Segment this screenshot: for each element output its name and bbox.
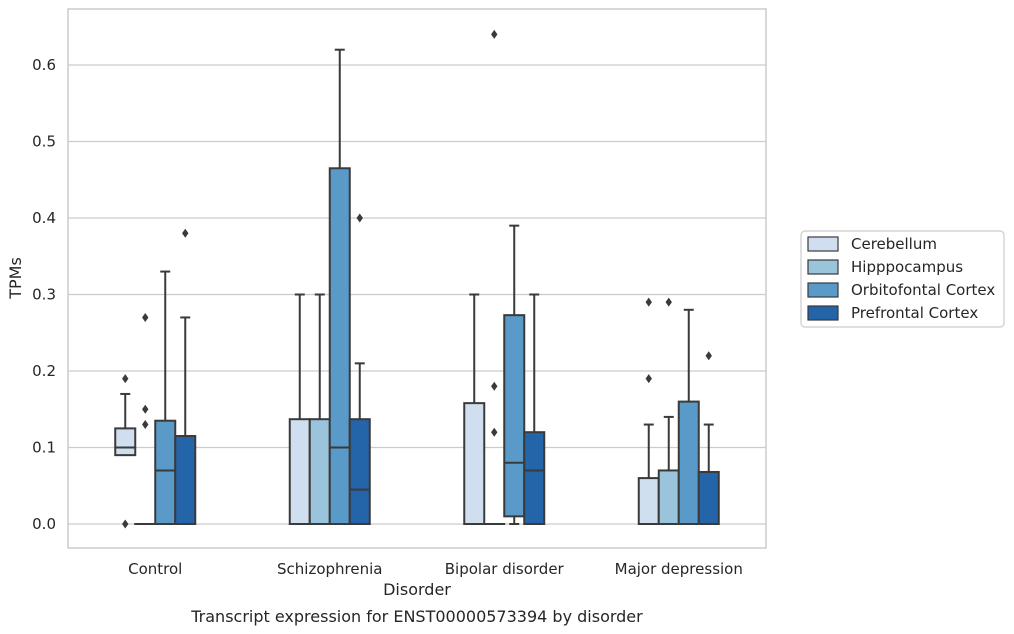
plot-boxes	[114, 29, 720, 529]
box-3-2	[523, 293, 546, 526]
legend-label: Hipppocampus	[851, 258, 963, 276]
legend-swatch	[807, 259, 839, 275]
box-body	[677, 400, 700, 526]
y-tick-label: 0.1	[32, 439, 56, 457]
legend-swatch	[807, 282, 839, 298]
x-tick-label: Major depression	[615, 560, 743, 578]
box-1-1	[308, 293, 331, 526]
plot-frame	[67, 8, 767, 549]
x-axis-ticks: Control Schizophrenia Bipolar disorder Majo…	[128, 560, 743, 578]
box-body	[174, 435, 197, 525]
box-body	[503, 314, 526, 518]
y-tick-label: 0.3	[32, 286, 56, 304]
box-0-1	[288, 293, 311, 526]
box-3-3	[697, 351, 720, 526]
box-1-0	[134, 312, 157, 526]
y-axis-ticks: 0.0 0.1 0.2 0.3 0.4 0.5 0.6	[32, 56, 56, 533]
box-body	[463, 402, 486, 526]
box-body	[523, 431, 546, 526]
outlier-point	[491, 381, 498, 391]
box-body	[308, 418, 331, 526]
box-2-2	[503, 224, 526, 525]
x-tick-label: Bipolar disorder	[445, 560, 565, 578]
outlier-point	[142, 312, 149, 322]
x-tick-label: Control	[128, 560, 182, 578]
outlier-point	[705, 351, 712, 361]
legend-label: Cerebellum	[851, 235, 937, 253]
box-body	[697, 470, 720, 526]
box-1-2	[483, 29, 506, 526]
outlier-point	[142, 404, 149, 414]
box-2-1	[328, 48, 351, 525]
outlier-point	[665, 297, 672, 307]
legend-label: Prefrontal Cortex	[851, 304, 978, 322]
outlier-point	[122, 374, 129, 384]
outlier-point	[356, 213, 363, 223]
box-1-3	[657, 297, 680, 526]
box-body	[657, 469, 680, 526]
box-0-2	[463, 293, 486, 526]
outlier-point	[645, 297, 652, 307]
x-tick-label: Schizophrenia	[277, 560, 382, 578]
box-body	[328, 167, 351, 525]
outlier-point	[122, 519, 129, 529]
box-body	[288, 418, 311, 526]
y-tick-label: 0.0	[32, 515, 56, 533]
outlier-point	[142, 420, 149, 430]
legend-label: Orbitofontal Cortex	[851, 281, 995, 299]
y-axis-label: TPMs	[6, 257, 25, 300]
outlier-point	[491, 29, 498, 39]
legend-swatch	[807, 305, 839, 321]
box-body	[114, 427, 137, 457]
outlier-point	[645, 374, 652, 384]
outlier-point	[491, 427, 498, 437]
box-3-1	[348, 213, 371, 526]
box-0-0	[114, 374, 137, 529]
box-body	[154, 419, 177, 526]
y-tick-label: 0.5	[32, 133, 56, 151]
box-body	[637, 477, 660, 526]
y-tick-label: 0.6	[32, 56, 56, 74]
box-2-0	[154, 270, 177, 526]
y-tick-label: 0.4	[32, 209, 56, 227]
box-body	[348, 418, 371, 526]
box-2-3	[677, 308, 700, 526]
box-3-0	[174, 228, 197, 525]
chart-caption: Transcript expression for ENST0000057339…	[190, 607, 643, 626]
legend-frame	[800, 230, 1005, 328]
outlier-point	[182, 228, 189, 238]
box-0-3	[637, 297, 660, 526]
y-tick-label: 0.2	[32, 362, 56, 380]
x-axis-label: Disorder	[383, 580, 451, 599]
legend-swatch	[807, 236, 839, 252]
legend: Cerebellum Hipppocampus Orbitofontal Corte…	[800, 230, 1005, 328]
